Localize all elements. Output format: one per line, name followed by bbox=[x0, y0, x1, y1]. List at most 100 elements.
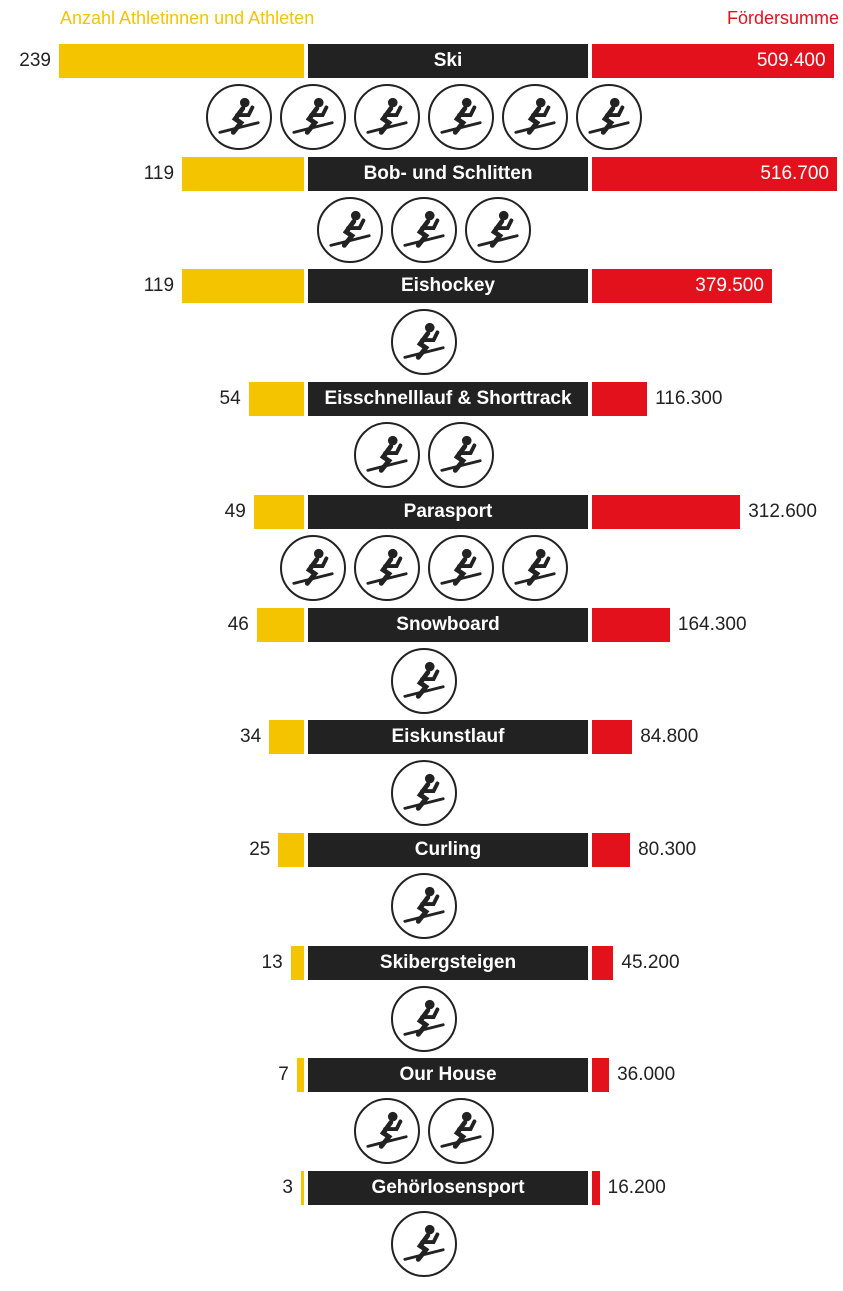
snowboard-icon bbox=[390, 648, 457, 714]
athletes-count-label: 119 bbox=[143, 275, 175, 296]
sport-icons bbox=[0, 309, 843, 377]
figure-skating-icon bbox=[390, 760, 457, 826]
funding-bar bbox=[592, 269, 772, 303]
funding-bar bbox=[592, 720, 633, 754]
athletes-bar bbox=[269, 720, 304, 754]
snowboard-halfpipe-icon bbox=[427, 1098, 494, 1164]
funding-amount-label: 116.300 bbox=[655, 388, 723, 409]
ski-jumping-icon bbox=[501, 84, 568, 150]
biathlon-icon bbox=[353, 84, 420, 150]
sport-row: 239 Ski 509.400 bbox=[0, 44, 843, 164]
alpine-ski-icon bbox=[205, 84, 272, 150]
athletes-bar bbox=[296, 1058, 304, 1092]
sport-label: Eishockey bbox=[308, 269, 588, 303]
athletes-bar bbox=[248, 382, 304, 416]
funding-bar bbox=[592, 1171, 600, 1205]
sport-label: Eisschnelllauf & Shorttrack bbox=[308, 382, 588, 416]
athletes-count-label: 34 bbox=[240, 726, 262, 747]
curling-icon bbox=[390, 873, 457, 939]
para-cross-country-icon bbox=[427, 535, 494, 601]
funding-amount-label: 509.400 bbox=[756, 50, 826, 71]
funding-bar bbox=[592, 382, 648, 416]
sport-row: 34 Eiskunstlauf 84.800 bbox=[0, 720, 843, 840]
sport-label: Ski bbox=[308, 44, 588, 78]
sport-icons bbox=[0, 873, 843, 941]
nordic-combined-icon bbox=[575, 84, 642, 150]
para-snowboard-icon bbox=[279, 535, 346, 601]
funding-header: Fördersumme bbox=[726, 8, 839, 28]
skeleton-icon bbox=[464, 197, 531, 263]
funding-bar bbox=[592, 157, 837, 191]
athletes-bar bbox=[253, 495, 304, 529]
sport-row: 25 Curling 80.300 bbox=[0, 833, 843, 953]
funding-bar bbox=[592, 946, 614, 980]
funding-bar bbox=[592, 833, 631, 867]
funding-amount-label: 312.600 bbox=[748, 501, 817, 522]
funding-amount-label: 379.500 bbox=[695, 275, 764, 296]
deaf-ski-icon bbox=[390, 1211, 457, 1277]
sport-icons bbox=[0, 760, 843, 828]
sport-label: Curling bbox=[308, 833, 588, 867]
athletes-count-label: 13 bbox=[261, 952, 283, 973]
sport-label: Bob- und Schlitten bbox=[308, 157, 588, 191]
sport-icons bbox=[0, 986, 843, 1054]
funding-amount-label: 16.200 bbox=[607, 1177, 666, 1198]
funding-amount-label: 84.800 bbox=[640, 726, 699, 747]
sport-label: Our House bbox=[308, 1058, 588, 1092]
sport-row: 54 Eisschnelllauf & Shorttrack 116.300 bbox=[0, 382, 843, 502]
sport-row: 13 Skibergsteigen 45.200 bbox=[0, 946, 843, 1066]
para-ice-hockey-icon bbox=[501, 535, 568, 601]
athletes-count-label: 239 bbox=[19, 50, 51, 71]
athletes-bar bbox=[256, 608, 304, 642]
cross-country-ski-icon bbox=[427, 84, 494, 150]
athletes-bar bbox=[182, 157, 304, 191]
luge-icon bbox=[390, 197, 457, 263]
athletes-bar bbox=[59, 44, 304, 78]
athletes-bar bbox=[278, 833, 304, 867]
funding-bar bbox=[592, 495, 741, 529]
sport-row: 119 Bob- und Schlitten 516.700 bbox=[0, 157, 843, 277]
athletes-header: Anzahl Athletinnen und Athleten bbox=[60, 8, 315, 28]
athletes-count-label: 119 bbox=[143, 163, 175, 184]
sport-row: 49 Parasport 312.600 bbox=[0, 495, 843, 615]
sport-row: 7 Our House 36.000 bbox=[0, 1058, 843, 1178]
sport-label: Gehörlosensport bbox=[308, 1171, 588, 1205]
funding-bar bbox=[592, 1058, 610, 1092]
funding-amount-label: 516.700 bbox=[760, 163, 829, 184]
ski-mountaineering-icon bbox=[390, 986, 457, 1052]
freestyle-ski-icon bbox=[279, 84, 346, 150]
athletes-count-label: 54 bbox=[219, 388, 241, 409]
ice-hockey-icon bbox=[390, 309, 457, 375]
sport-icons bbox=[0, 648, 843, 716]
sport-icons bbox=[0, 422, 843, 490]
funding-bar bbox=[592, 608, 670, 642]
sport-label: Snowboard bbox=[308, 608, 588, 642]
sport-row: 46 Snowboard 164.300 bbox=[0, 608, 843, 728]
sport-icons bbox=[0, 197, 843, 265]
sport-label: Skibergsteigen bbox=[308, 946, 588, 980]
bobsleigh-icon bbox=[316, 197, 383, 263]
para-alpine-ski-icon bbox=[353, 535, 420, 601]
funding-amount-label: 164.300 bbox=[677, 614, 747, 635]
athletes-count-label: 3 bbox=[282, 1177, 293, 1198]
sport-row: 119 Eishockey 379.500 bbox=[0, 269, 843, 389]
funding-bar bbox=[592, 44, 834, 78]
funding-amount-label: 45.200 bbox=[621, 952, 680, 973]
athletes-count-label: 49 bbox=[224, 501, 246, 522]
athletes-count-label: 46 bbox=[227, 614, 249, 635]
athletes-count-label: 7 bbox=[278, 1064, 289, 1085]
speed-skating-icon bbox=[353, 422, 420, 488]
sport-icons bbox=[0, 1211, 843, 1279]
sport-label: Eiskunstlauf bbox=[308, 720, 588, 754]
athletes-bar bbox=[290, 946, 304, 980]
short-track-icon bbox=[427, 422, 494, 488]
athletes-count-label: 25 bbox=[249, 839, 271, 860]
sport-label: Parasport bbox=[308, 495, 588, 529]
freestyle-aerials-icon bbox=[353, 1098, 420, 1164]
sport-row: 3 Gehörlosensport 16.200 bbox=[0, 1171, 843, 1291]
athletes-bar bbox=[300, 1171, 304, 1205]
sport-icons bbox=[0, 1098, 843, 1166]
funding-amount-label: 36.000 bbox=[617, 1064, 676, 1085]
sport-icons bbox=[0, 84, 843, 152]
athletes-bar bbox=[182, 269, 304, 303]
